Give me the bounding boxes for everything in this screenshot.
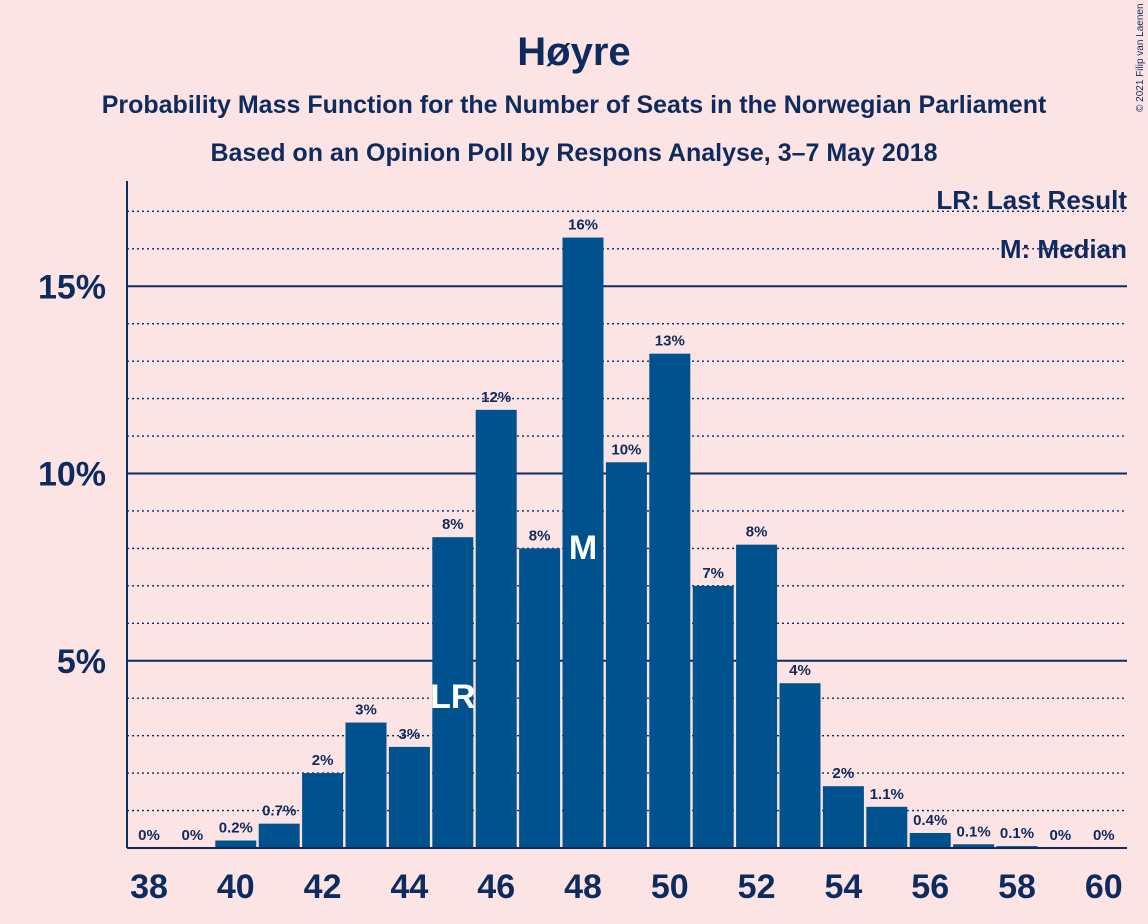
data-label: 2% bbox=[833, 765, 855, 782]
x-tick-label: 52 bbox=[738, 868, 776, 906]
data-label: 0% bbox=[1050, 827, 1072, 844]
x-tick-label: 58 bbox=[998, 868, 1036, 906]
bar bbox=[822, 786, 864, 848]
x-tick-label: 44 bbox=[390, 868, 428, 906]
x-tick-label: 46 bbox=[477, 868, 515, 906]
bar bbox=[953, 844, 995, 848]
data-label: 0% bbox=[138, 827, 160, 844]
x-tick-label: 60 bbox=[1085, 868, 1123, 906]
data-label: 8% bbox=[746, 524, 768, 541]
bar bbox=[562, 237, 604, 848]
data-label: 12% bbox=[481, 389, 511, 406]
data-label: 0.2% bbox=[219, 820, 253, 837]
bar bbox=[649, 353, 691, 848]
bar bbox=[866, 806, 908, 848]
copyright-text: © 2021 Filip van Laenen bbox=[1135, 3, 1146, 112]
legend-median: M: Median bbox=[1000, 234, 1127, 264]
data-label: 3% bbox=[399, 726, 421, 743]
x-tick-label: 42 bbox=[304, 868, 342, 906]
bar bbox=[388, 746, 430, 848]
bar bbox=[519, 548, 561, 848]
chart-title: Høyre bbox=[517, 30, 630, 74]
median-marker: M bbox=[569, 529, 597, 567]
y-tick-label: 10% bbox=[38, 456, 106, 494]
bar bbox=[432, 537, 474, 848]
bar bbox=[258, 823, 300, 848]
x-tick-label: 38 bbox=[130, 868, 168, 906]
data-label: 7% bbox=[702, 565, 724, 582]
bar bbox=[345, 722, 387, 848]
data-label: 3% bbox=[355, 702, 377, 719]
y-tick-label: 15% bbox=[38, 268, 106, 306]
bars-layer bbox=[215, 237, 1038, 848]
data-label: 2% bbox=[312, 752, 334, 769]
bar bbox=[475, 409, 517, 848]
bar bbox=[302, 773, 344, 848]
legend-last-result: LR: Last Result bbox=[936, 185, 1127, 215]
bar bbox=[779, 683, 821, 848]
labels-layer: 0% 0% 0.2% 0.7% 2% 3% 3% 8% 12% 8% 16% 10% 13% 7% 8% 4%… bbox=[138, 217, 1114, 844]
bar bbox=[736, 544, 778, 848]
chart-subtitle-1: Probability Mass Function for the Number… bbox=[102, 91, 1047, 119]
data-label: 0% bbox=[1093, 827, 1115, 844]
data-label: 0.7% bbox=[262, 803, 296, 820]
data-label: 8% bbox=[442, 516, 464, 533]
bar bbox=[909, 833, 951, 848]
bar bbox=[605, 462, 647, 848]
y-tick-label: 5% bbox=[57, 643, 106, 681]
x-tick-label: 56 bbox=[911, 868, 949, 906]
data-label: 8% bbox=[529, 527, 551, 544]
data-label: 10% bbox=[611, 441, 641, 458]
bar bbox=[215, 840, 257, 848]
bar bbox=[692, 585, 734, 848]
chart-subtitle-2: Based on an Opinion Poll by Respons Anal… bbox=[210, 139, 937, 167]
data-label: 1.1% bbox=[870, 786, 904, 803]
axis-layer: 5% 10% 15% 38 40 42 44 46 48 50 52 54 56 58 60 bbox=[38, 181, 1127, 906]
x-tick-label: 48 bbox=[564, 868, 602, 906]
x-tick-label: 40 bbox=[217, 868, 255, 906]
data-label: 4% bbox=[789, 662, 811, 679]
data-label: 0.1% bbox=[1000, 825, 1034, 842]
last-result-marker: LR bbox=[430, 678, 475, 716]
data-label: 0.1% bbox=[956, 823, 990, 840]
x-tick-label: 54 bbox=[824, 868, 862, 906]
data-label: 0.4% bbox=[913, 812, 947, 829]
data-label: 0% bbox=[182, 827, 204, 844]
data-label: 13% bbox=[655, 333, 685, 350]
x-tick-label: 50 bbox=[651, 868, 689, 906]
data-label: 16% bbox=[568, 217, 598, 234]
